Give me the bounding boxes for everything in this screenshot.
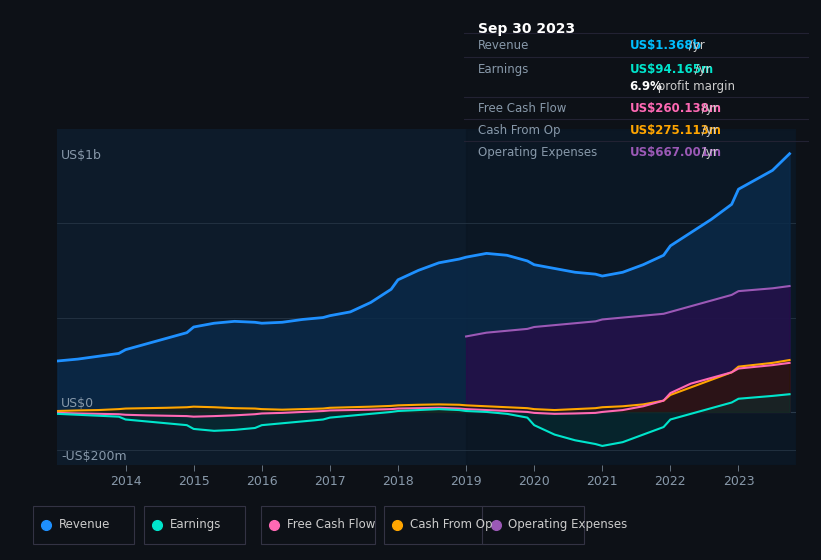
Text: US$94.165m: US$94.165m: [630, 63, 713, 76]
Text: /yr: /yr: [691, 63, 711, 76]
Text: Free Cash Flow: Free Cash Flow: [287, 518, 375, 531]
Text: Operating Expenses: Operating Expenses: [478, 146, 597, 159]
Text: /yr: /yr: [698, 146, 718, 159]
Text: Operating Expenses: Operating Expenses: [508, 518, 627, 531]
Text: Sep 30 2023: Sep 30 2023: [478, 22, 575, 36]
Text: US$1b: US$1b: [61, 148, 102, 162]
Text: 6.9%: 6.9%: [630, 80, 663, 93]
Text: US$1.368b: US$1.368b: [630, 39, 701, 52]
Text: Cash From Op: Cash From Op: [478, 124, 560, 137]
Text: Earnings: Earnings: [170, 518, 221, 531]
FancyBboxPatch shape: [144, 506, 245, 544]
FancyBboxPatch shape: [261, 506, 374, 544]
Text: Cash From Op: Cash From Op: [410, 518, 492, 531]
Text: Revenue: Revenue: [478, 39, 529, 52]
Text: Revenue: Revenue: [59, 518, 110, 531]
FancyBboxPatch shape: [483, 506, 584, 544]
Bar: [466, 129, 796, 465]
Text: US$0: US$0: [61, 397, 94, 410]
Text: Free Cash Flow: Free Cash Flow: [478, 102, 566, 115]
Text: US$260.138m: US$260.138m: [630, 102, 722, 115]
FancyBboxPatch shape: [383, 506, 485, 544]
Text: -US$200m: -US$200m: [61, 450, 126, 463]
Text: US$275.113m: US$275.113m: [630, 124, 722, 137]
Text: US$667.001m: US$667.001m: [630, 146, 722, 159]
Text: /yr: /yr: [698, 102, 718, 115]
Text: /yr: /yr: [686, 39, 705, 52]
Text: /yr: /yr: [698, 124, 718, 137]
Text: Earnings: Earnings: [478, 63, 529, 76]
FancyBboxPatch shape: [33, 506, 135, 544]
Text: profit margin: profit margin: [654, 80, 736, 93]
